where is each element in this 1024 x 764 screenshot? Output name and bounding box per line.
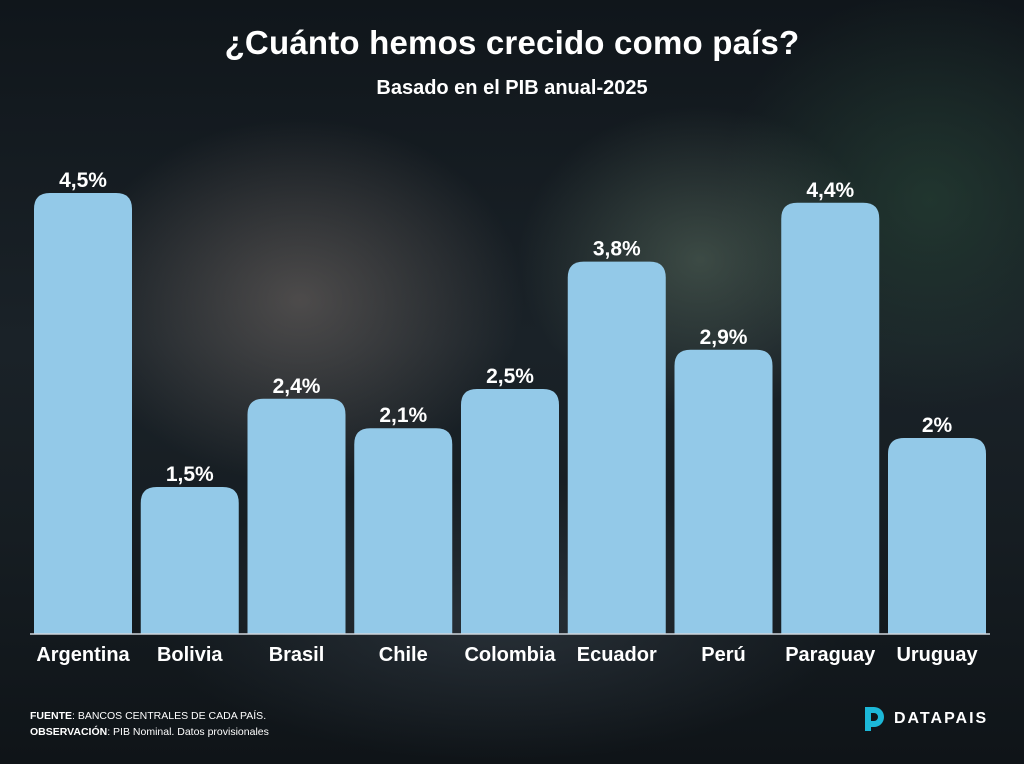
- bar-colombia: [461, 389, 559, 634]
- bar-argentina: [34, 193, 132, 634]
- value-label-paraguay: 4,4%: [806, 179, 854, 202]
- bar-chart: 4,5% 1,5% 2,4% 2,1% 2,5% 3,8% 2,9% 4,4% 2% Argen…: [30, 169, 990, 666]
- category-label-peru: Perú: [701, 644, 745, 666]
- value-label-bolivia: 1,5%: [166, 463, 214, 486]
- category-label-ecuador: Ecuador: [577, 644, 657, 666]
- bar-uruguay: [888, 438, 986, 634]
- observation-value: : PIB Nominal. Datos provisionales: [107, 726, 269, 738]
- footer-notes: FUENTE: BANCOS CENTRALES DE CADA PAÍS. O…: [30, 708, 269, 740]
- bar-peru: [674, 349, 773, 634]
- value-label-brasil: 2,4%: [273, 375, 321, 398]
- category-label-argentina: Argentina: [36, 644, 130, 666]
- source-value: : BANCOS CENTRALES DE CADA PAÍS.: [72, 710, 267, 722]
- category-labels-group: Argentina Bolivia Brasil Chile Colombia Ecuad…: [36, 644, 978, 666]
- category-label-chile: Chile: [379, 644, 428, 666]
- category-label-colombia: Colombia: [464, 644, 556, 666]
- brand-name: DATAPAIS: [894, 710, 989, 727]
- category-label-paraguay: Paraguay: [785, 644, 876, 666]
- category-label-uruguay: Uruguay: [896, 644, 978, 666]
- source-key: FUENTE: [30, 710, 72, 722]
- datapais-logo-icon: [865, 707, 884, 731]
- value-label-peru: 2,9%: [700, 326, 748, 349]
- bar-paraguay: [781, 202, 880, 635]
- value-labels-group: 4,5% 1,5% 2,4% 2,1% 2,5% 3,8% 2,9% 4,4% 2%: [59, 169, 952, 486]
- bars-group: [34, 193, 986, 635]
- bar-chile: [354, 428, 453, 634]
- source-note: FUENTE: BANCOS CENTRALES DE CADA PAÍS.: [30, 708, 269, 724]
- observation-key: OBSERVACIÓN: [30, 726, 108, 738]
- value-label-uruguay: 2%: [922, 414, 953, 437]
- brand-logo: DATAPAIS: [862, 704, 988, 734]
- category-label-bolivia: Bolivia: [157, 644, 223, 666]
- value-label-colombia: 2,5%: [486, 365, 534, 388]
- bar-ecuador: [567, 261, 666, 634]
- chart-subtitle: Basado en el PIB anual-2025: [376, 77, 648, 99]
- bar-brasil: [247, 398, 346, 634]
- chart-title: ¿Cuánto hemos crecido como país?: [224, 24, 800, 61]
- value-label-ecuador: 3,8%: [593, 238, 641, 261]
- value-label-argentina: 4,5%: [59, 169, 107, 192]
- observation-note: OBSERVACIÓN: PIB Nominal. Datos provisio…: [30, 724, 269, 740]
- category-label-brasil: Brasil: [269, 644, 325, 666]
- bar-bolivia: [140, 487, 239, 634]
- value-label-chile: 2,1%: [379, 404, 427, 427]
